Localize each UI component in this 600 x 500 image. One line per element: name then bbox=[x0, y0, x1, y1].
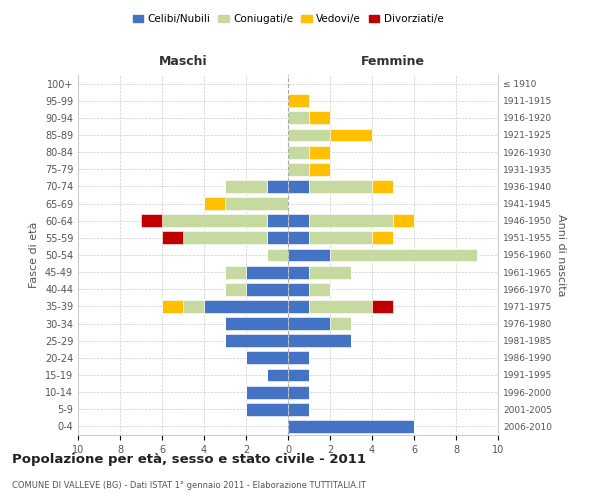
Bar bbox=[162, 232, 183, 244]
Bar bbox=[288, 368, 309, 382]
Bar bbox=[372, 180, 393, 193]
Bar bbox=[246, 386, 288, 398]
Bar bbox=[246, 283, 288, 296]
Bar bbox=[309, 112, 330, 124]
Bar bbox=[204, 300, 288, 313]
Bar bbox=[246, 403, 288, 415]
Bar bbox=[288, 317, 330, 330]
Bar bbox=[393, 214, 414, 227]
Bar bbox=[372, 232, 393, 244]
Bar bbox=[288, 94, 309, 107]
Bar bbox=[225, 266, 246, 278]
Bar bbox=[288, 248, 330, 262]
Bar bbox=[288, 180, 309, 193]
Bar bbox=[225, 283, 246, 296]
Bar bbox=[288, 386, 309, 398]
Bar bbox=[288, 112, 309, 124]
Bar bbox=[330, 317, 351, 330]
Bar bbox=[183, 232, 267, 244]
Bar bbox=[309, 180, 372, 193]
Bar bbox=[288, 232, 309, 244]
Bar bbox=[267, 368, 288, 382]
Bar bbox=[288, 128, 330, 141]
Bar bbox=[225, 197, 288, 210]
Bar bbox=[309, 214, 393, 227]
Text: Femmine: Femmine bbox=[361, 55, 425, 68]
Bar bbox=[204, 197, 225, 210]
Text: Maschi: Maschi bbox=[158, 55, 208, 68]
Y-axis label: Anni di nascita: Anni di nascita bbox=[556, 214, 566, 296]
Bar bbox=[162, 214, 267, 227]
Bar bbox=[309, 283, 330, 296]
Bar bbox=[267, 232, 288, 244]
Legend: Celibi/Nubili, Coniugati/e, Vedovi/e, Divorziati/e: Celibi/Nubili, Coniugati/e, Vedovi/e, Di… bbox=[128, 10, 448, 29]
Bar bbox=[288, 163, 309, 175]
Y-axis label: Fasce di età: Fasce di età bbox=[29, 222, 39, 288]
Bar bbox=[162, 300, 183, 313]
Bar bbox=[288, 420, 414, 433]
Bar bbox=[288, 352, 309, 364]
Bar bbox=[141, 214, 162, 227]
Bar bbox=[309, 300, 372, 313]
Bar bbox=[246, 352, 288, 364]
Bar bbox=[372, 300, 393, 313]
Bar bbox=[309, 146, 330, 158]
Bar bbox=[288, 146, 309, 158]
Bar bbox=[288, 283, 309, 296]
Bar bbox=[225, 334, 288, 347]
Bar bbox=[288, 266, 309, 278]
Bar bbox=[267, 214, 288, 227]
Text: COMUNE DI VALLEVE (BG) - Dati ISTAT 1° gennaio 2011 - Elaborazione TUTTITALIA.IT: COMUNE DI VALLEVE (BG) - Dati ISTAT 1° g… bbox=[12, 480, 366, 490]
Bar bbox=[330, 128, 372, 141]
Bar bbox=[225, 180, 267, 193]
Bar bbox=[288, 334, 351, 347]
Bar bbox=[309, 163, 330, 175]
Bar bbox=[330, 248, 477, 262]
Text: Popolazione per età, sesso e stato civile - 2011: Popolazione per età, sesso e stato civil… bbox=[12, 452, 366, 466]
Bar bbox=[183, 300, 204, 313]
Bar bbox=[288, 300, 309, 313]
Bar bbox=[267, 248, 288, 262]
Bar bbox=[246, 266, 288, 278]
Bar bbox=[225, 317, 288, 330]
Bar bbox=[309, 266, 351, 278]
Bar bbox=[309, 232, 372, 244]
Bar bbox=[288, 214, 309, 227]
Bar bbox=[267, 180, 288, 193]
Bar bbox=[288, 403, 309, 415]
